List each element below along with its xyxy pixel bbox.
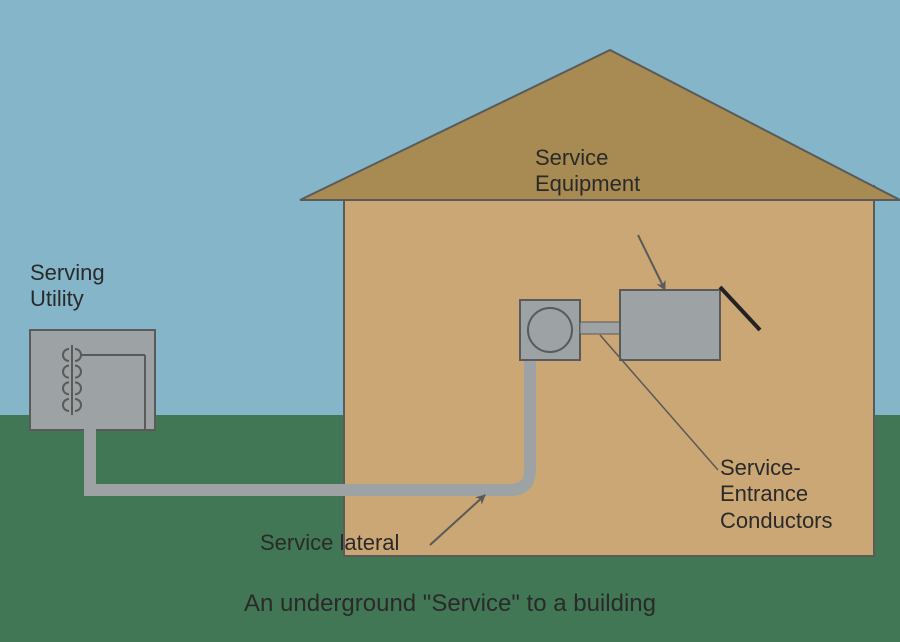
- diagram-canvas: [0, 0, 900, 642]
- diagram-caption: An underground "Service" to a building: [175, 590, 725, 618]
- meter-dial-icon: [528, 308, 572, 352]
- serving-utility-label: Serving Utility: [30, 260, 105, 313]
- service-lateral-label: Service lateral: [260, 530, 399, 556]
- service-panel: [620, 290, 720, 360]
- service-equipment-label: Service Equipment: [535, 145, 640, 198]
- service-entrance-connector: [580, 322, 620, 334]
- service-entrance-conductors-label: Service- Entrance Conductors: [720, 455, 833, 534]
- utility-box: [30, 330, 155, 430]
